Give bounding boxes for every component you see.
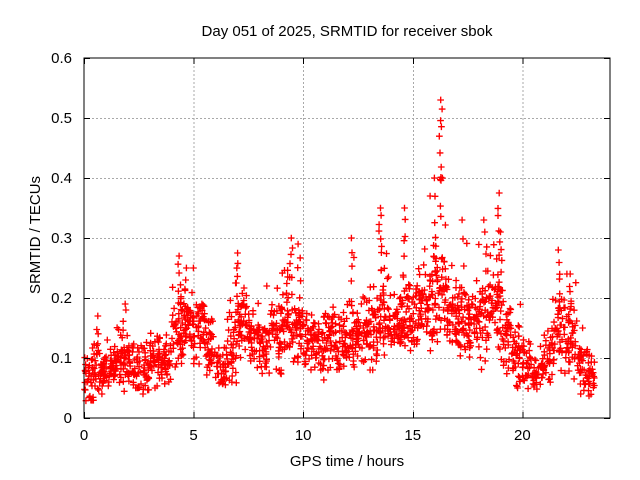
y-tick-label: 0.1 — [51, 350, 72, 367]
x-axis-label: GPS time / hours — [290, 453, 404, 470]
x-tick-label: 15 — [404, 427, 421, 444]
scatter-points — [81, 96, 598, 405]
tick-label-layer: 0 5 10 15 20 0 0.1 0.2 0.3 0.4 0.5 0.6 — [51, 50, 531, 444]
y-tick-label: 0.3 — [51, 230, 72, 247]
x-tick-label: 20 — [514, 427, 531, 444]
y-tick-label: 0.5 — [51, 110, 72, 127]
y-axis-label: SRMTID / TECUs — [27, 176, 44, 294]
x-tick-label: 5 — [189, 427, 197, 444]
tick-layer — [84, 58, 610, 419]
y-tick-label: 0 — [64, 410, 72, 427]
y-tick-label: 0.6 — [51, 50, 72, 67]
y-tick-label: 0.2 — [51, 290, 72, 307]
data-points-layer — [81, 96, 598, 405]
y-tick-label: 0.4 — [51, 170, 72, 187]
x-tick-label: 10 — [295, 427, 312, 444]
chart-title: Day 051 of 2025, SRMTID for receiver sbo… — [202, 23, 493, 40]
x-tick-label: 0 — [80, 427, 88, 444]
